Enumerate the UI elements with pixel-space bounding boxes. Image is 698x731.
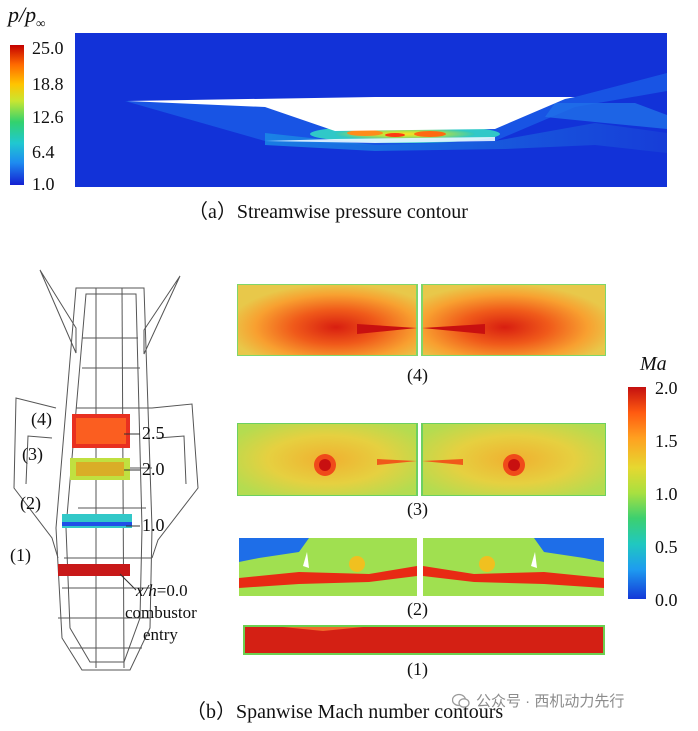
xh-zero-label: x/h=0.0 — [136, 581, 188, 600]
pressure-tick-3: 6.4 — [32, 142, 55, 162]
mach-tick-2: 1.0 — [655, 484, 678, 504]
mach-tick-3: 0.5 — [655, 537, 678, 557]
pressure-contour-image — [75, 33, 667, 187]
pressure-colorbar — [10, 45, 24, 185]
xh-value-2-5: 2.5 — [142, 423, 165, 443]
panel-label-1: (1) — [407, 659, 428, 679]
mach-panel-4 — [237, 284, 606, 356]
xh-value-2-0: 2.0 — [142, 459, 165, 479]
pressure-tick-0: 25.0 — [32, 38, 64, 58]
caption-a: （a）Streamwise pressure contour — [188, 201, 468, 223]
panel-label-3: (3) — [407, 499, 428, 519]
mach-colorbar — [628, 387, 646, 599]
pressure-colorbar-title: p/p∞ — [8, 2, 46, 31]
entry-label: entry — [143, 625, 178, 644]
station-label-4: (4) — [31, 409, 52, 429]
watermark-text: 公众号 · 西机动力先行 — [476, 693, 625, 710]
mach-colorbar-title: Ma — [640, 353, 667, 375]
combustor-label: combustor — [125, 603, 197, 622]
panel-label-2: (2) — [407, 599, 428, 619]
mach-tick-0: 2.0 — [655, 378, 678, 398]
mach-tick-4: 0.0 — [655, 590, 678, 610]
station-label-1: (1) — [10, 545, 31, 565]
mach-panel-3 — [237, 423, 606, 496]
panel-label-4: (4) — [407, 365, 428, 385]
pressure-tick-1: 18.8 — [32, 74, 64, 94]
mach-panel-1 — [243, 625, 605, 655]
pressure-tick-2: 12.6 — [32, 107, 64, 127]
vehicle-wireframe — [13, 269, 199, 671]
mach-tick-1: 1.5 — [655, 431, 678, 451]
caption-b: （b）Spanwise Mach number contours — [186, 701, 504, 723]
pressure-tick-4: 1.0 — [32, 174, 55, 194]
station-label-3: (3) — [22, 444, 43, 464]
wechat-icon — [452, 693, 470, 708]
watermark: 公众号 · 西机动力先行 — [452, 690, 624, 711]
xh-value-1-0: 1.0 — [142, 515, 165, 535]
mach-panel-2 — [239, 538, 604, 596]
station-label-2: (2) — [20, 493, 41, 513]
